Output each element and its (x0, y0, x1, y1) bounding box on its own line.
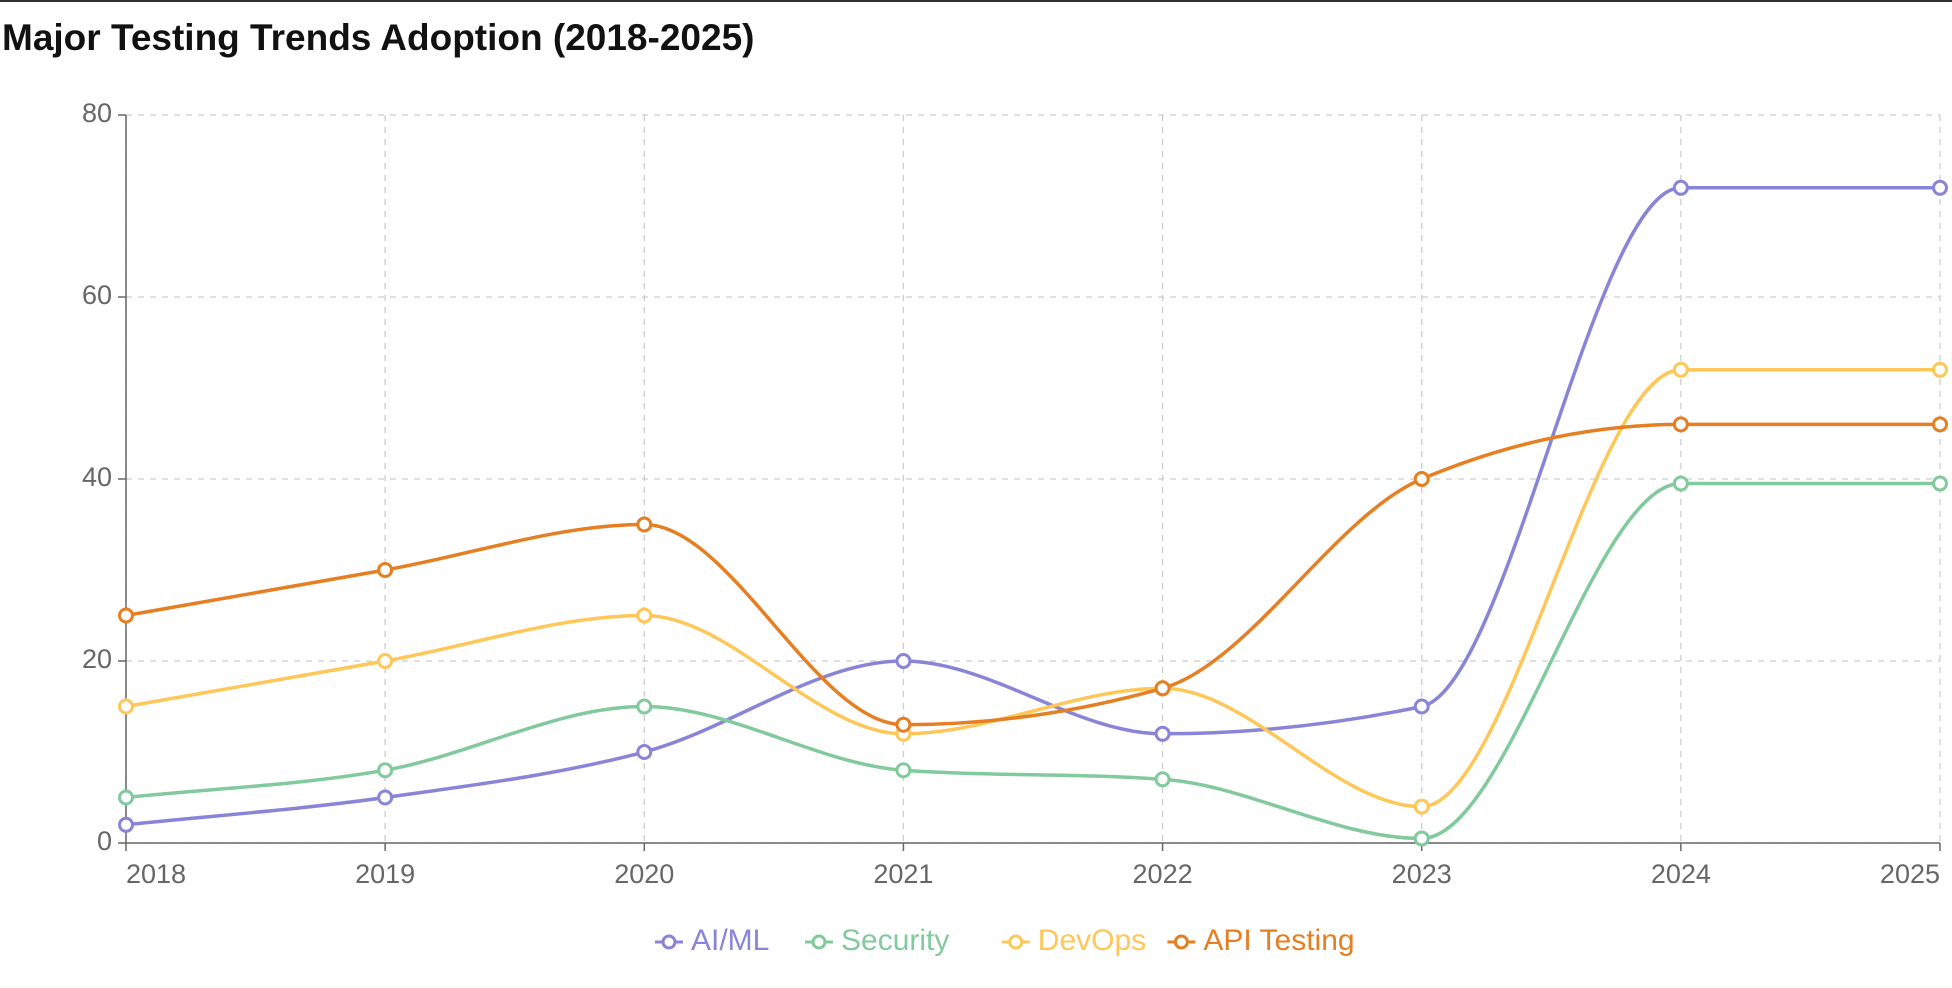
y-tick-label: 0 (97, 826, 112, 856)
point (895, 653, 912, 669)
point (118, 789, 134, 806)
point (118, 607, 134, 624)
legend-label: DevOps (1038, 924, 1146, 957)
series-line (125, 368, 1940, 809)
point (118, 816, 134, 833)
chart-title: Major Testing Trends Adoption (2018-2025… (2, 17, 754, 58)
x-tick-label: 2021 (873, 859, 933, 889)
legend-icon (1008, 934, 1024, 950)
x-tick-label: 2018 (126, 859, 186, 889)
point (1932, 416, 1948, 433)
point (1932, 361, 1948, 378)
y-tick-label: 60 (82, 280, 112, 310)
x-tick-label: 2020 (614, 859, 674, 889)
y-tick-label: 40 (82, 462, 112, 492)
legend-label: AI/ML (691, 924, 769, 957)
point (377, 562, 394, 578)
legend-label: Security (841, 924, 949, 957)
point (377, 762, 394, 779)
point (1672, 416, 1689, 433)
legend-label: API Testing (1203, 924, 1354, 957)
legend-icon (661, 934, 677, 950)
series-line (125, 186, 1940, 827)
point (1932, 179, 1948, 196)
point (895, 716, 912, 733)
point (1413, 698, 1430, 715)
point (636, 516, 653, 533)
series-line (125, 481, 1940, 841)
point (636, 607, 653, 624)
y-tick-label: 20 (82, 644, 112, 674)
point (118, 698, 134, 715)
point (1413, 830, 1430, 847)
point (636, 698, 653, 715)
series-line (125, 422, 1940, 727)
point (377, 789, 394, 806)
x-tick-label: 2022 (1133, 859, 1193, 889)
point (1672, 475, 1689, 492)
point (1154, 680, 1171, 697)
point (1413, 471, 1430, 487)
point (377, 653, 394, 669)
y-tick-label: 80 (82, 98, 112, 128)
x-tick-label: 2025 (1880, 859, 1940, 889)
point (636, 744, 653, 760)
legend-icon (811, 934, 827, 950)
point (1932, 475, 1948, 492)
point (1154, 725, 1171, 742)
point (1672, 361, 1689, 378)
point (1672, 179, 1689, 196)
legend-icon (1173, 934, 1189, 950)
point (895, 762, 912, 779)
x-tick-label: 2023 (1392, 859, 1452, 889)
point (1154, 771, 1171, 788)
x-tick-label: 2024 (1651, 859, 1711, 889)
x-tick-label: 2019 (355, 859, 415, 889)
point (1413, 798, 1430, 815)
